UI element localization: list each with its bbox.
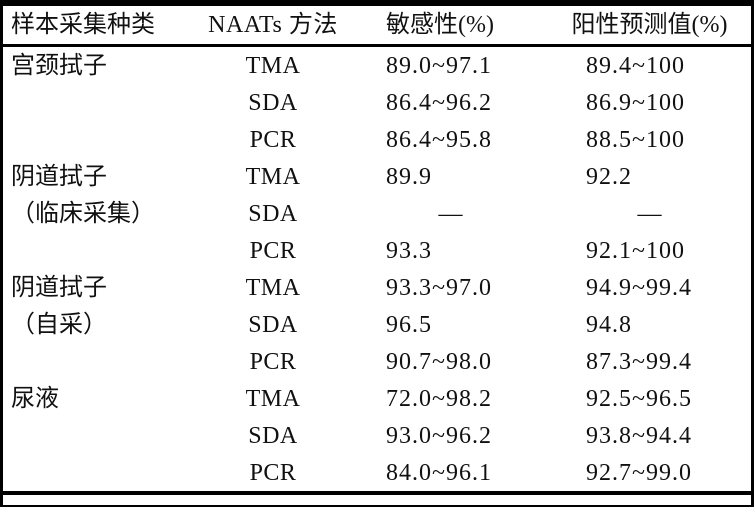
sample-type-cell xyxy=(3,343,193,380)
sensitivity-cell: 89.0~97.1 xyxy=(386,52,492,79)
table-body: 宫颈拭子 TMA 89.0~97.1 89.4~100 SDA 86.4~96.… xyxy=(3,46,751,495)
table-row: 阴道拭子 TMA 93.3~97.0 94.9~99.4 xyxy=(3,269,751,306)
naats-results-table: 样本采集种类 NAATs 方法 敏感性(%) 阳性预测值(%) 宫颈拭子 TMA… xyxy=(3,2,751,495)
col-header-sensitivity: 敏感性(%) xyxy=(353,4,548,47)
method-cell: PCR xyxy=(193,454,353,495)
ppv-cell: 92.1~100 xyxy=(586,237,685,264)
sample-type-cell xyxy=(3,232,193,269)
sample-type-cell: 阴道拭子 xyxy=(11,274,107,301)
method-cell: SDA xyxy=(248,422,298,449)
method-cell: SDA xyxy=(248,200,298,227)
sensitivity-cell: 93.3~97.0 xyxy=(386,274,492,301)
ppv-cell: 94.8 xyxy=(586,311,632,338)
sensitivity-cell: 84.0~96.1 xyxy=(353,454,548,495)
method-cell: PCR xyxy=(249,237,297,264)
table-row: PCR 90.7~98.0 87.3~99.4 xyxy=(3,343,751,380)
method-cell: TMA xyxy=(245,163,301,190)
method-cell: TMA xyxy=(245,274,301,301)
ppv-cell: 88.5~100 xyxy=(586,126,685,153)
ppv-cell: 92.2 xyxy=(586,163,632,190)
sensitivity-cell: — xyxy=(438,200,463,227)
ppv-cell: 86.9~100 xyxy=(586,89,685,116)
table-row: 宫颈拭子 TMA 89.0~97.1 89.4~100 xyxy=(3,46,751,85)
ppv-cell: 93.8~94.4 xyxy=(586,422,692,449)
ppv-cell: 92.5~96.5 xyxy=(586,385,692,412)
method-cell: TMA xyxy=(245,385,301,412)
ppv-cell: — xyxy=(637,200,662,227)
header-row: 样本采集种类 NAATs 方法 敏感性(%) 阳性预测值(%) xyxy=(3,4,751,47)
table-row: （自采） SDA 96.5 94.8 xyxy=(3,306,751,343)
ppv-cell: 92.7~99.0 xyxy=(548,454,751,495)
table-row: （临床采集） SDA — — xyxy=(3,195,751,232)
method-cell: SDA xyxy=(248,311,298,338)
col-header-naats-method: NAATs 方法 xyxy=(193,4,353,47)
sample-type-cell xyxy=(3,121,193,158)
table-row: SDA 86.4~96.2 86.9~100 xyxy=(3,84,751,121)
table-row: 尿液 TMA 72.0~98.2 92.5~96.5 xyxy=(3,380,751,417)
col-header-positive-predictive-value: 阳性预测值(%) xyxy=(548,4,751,47)
ppv-cell: 87.3~99.4 xyxy=(586,348,692,375)
method-cell: TMA xyxy=(245,52,301,79)
sensitivity-cell: 89.9 xyxy=(386,163,432,190)
table-row: PCR 84.0~96.1 92.7~99.0 xyxy=(3,454,751,495)
table-row: SDA 93.0~96.2 93.8~94.4 xyxy=(3,417,751,454)
sensitivity-cell: 86.4~95.8 xyxy=(386,126,492,153)
table-row: 阴道拭子 TMA 89.9 92.2 xyxy=(3,158,751,195)
ppv-cell: 89.4~100 xyxy=(586,52,685,79)
table-row: PCR 86.4~95.8 88.5~100 xyxy=(3,121,751,158)
sample-type-cell: 宫颈拭子 xyxy=(11,52,107,79)
sample-type-cell: （自采） xyxy=(11,311,107,338)
sensitivity-cell: 96.5 xyxy=(386,311,432,338)
col-header-sample-type: 样本采集种类 xyxy=(3,4,193,47)
sample-type-cell xyxy=(3,454,193,495)
sensitivity-cell: 90.7~98.0 xyxy=(386,348,492,375)
sample-type-cell xyxy=(3,84,193,121)
ppv-cell: 94.9~99.4 xyxy=(586,274,692,301)
sample-type-cell: （临床采集） xyxy=(11,200,155,227)
sample-type-cell: 阴道拭子 xyxy=(11,163,107,190)
sensitivity-cell: 72.0~98.2 xyxy=(386,385,492,412)
sample-type-cell: 尿液 xyxy=(11,385,59,412)
sensitivity-cell: 93.0~96.2 xyxy=(386,422,492,449)
sensitivity-cell: 86.4~96.2 xyxy=(386,89,492,116)
method-cell: SDA xyxy=(248,89,298,116)
table-row: PCR 93.3 92.1~100 xyxy=(3,232,751,269)
method-cell: PCR xyxy=(249,348,297,375)
method-cell: PCR xyxy=(249,126,297,153)
sensitivity-cell: 93.3 xyxy=(386,237,432,264)
sample-type-cell xyxy=(3,417,193,454)
